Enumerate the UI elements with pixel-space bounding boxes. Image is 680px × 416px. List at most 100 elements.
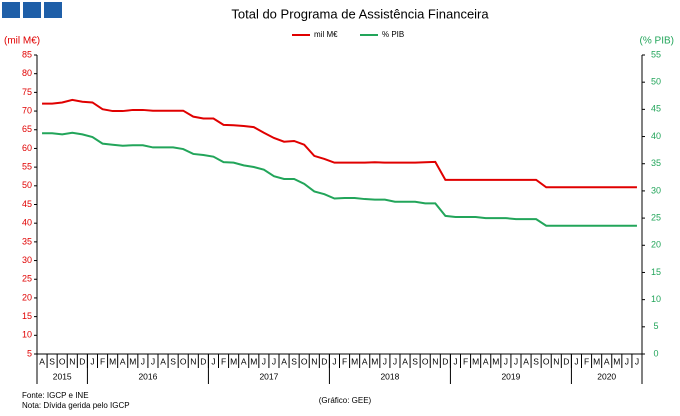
x-tick-label: J <box>453 356 457 366</box>
x-tick-label: J <box>625 356 629 366</box>
x-tick-label: J <box>151 356 155 366</box>
x-tick-label: J <box>635 356 639 366</box>
x-tick-label: N <box>553 356 559 366</box>
x-tick-label: A <box>39 356 45 366</box>
x-tick-label: F <box>342 356 347 366</box>
x-tick-label: F <box>100 356 105 366</box>
y-tick-label: 5 <box>27 348 32 358</box>
x-tick-label: J <box>574 356 578 366</box>
x-tick-label: D <box>79 356 85 366</box>
y-axis-title: (mil M€) <box>4 36 40 47</box>
y2-tick-label: 40 <box>651 131 661 141</box>
x-tick-label: N <box>311 356 317 366</box>
x-tick-label: M <box>472 356 479 366</box>
y-tick-label: 30 <box>22 255 32 265</box>
y-tick-label: 75 <box>22 87 32 97</box>
x-tick-label: M <box>230 356 237 366</box>
x-tick-label: N <box>432 356 438 366</box>
x-tick-label: J <box>383 356 387 366</box>
y-tick-label: 45 <box>22 199 32 209</box>
y-tick-label: 50 <box>22 180 32 190</box>
year-label: 2020 <box>597 371 616 381</box>
y2-tick-label: 55 <box>651 49 661 59</box>
x-tick-label: J <box>514 356 518 366</box>
x-tick-label: N <box>190 356 196 366</box>
x-tick-label: A <box>523 356 529 366</box>
y2-tick-label: 25 <box>651 212 661 222</box>
x-tick-label: J <box>332 356 336 366</box>
y2-tick-label: 35 <box>651 158 661 168</box>
note: Nota: Dívida gerida pelo IGCP <box>22 401 130 410</box>
series-line <box>42 98 637 189</box>
y-tick-label: 85 <box>22 49 32 59</box>
x-tick-label: F <box>221 356 226 366</box>
chart-title: Total do Programa de Assistência Finance… <box>231 6 489 21</box>
x-tick-label: D <box>321 356 327 366</box>
year-label: 2015 <box>53 371 72 381</box>
year-label: 2016 <box>138 371 157 381</box>
x-tick-label: A <box>402 356 408 366</box>
x-tick-label: M <box>593 356 600 366</box>
logo-square <box>23 2 41 18</box>
y2-tick-label: 30 <box>651 185 661 195</box>
y-tick-label: 70 <box>22 105 32 115</box>
credit: (Gráfico: GEE) <box>319 396 372 405</box>
x-tick-label: A <box>160 356 166 366</box>
x-tick-label: O <box>422 356 429 366</box>
x-tick-label: A <box>362 356 368 366</box>
x-tick-label: M <box>371 356 378 366</box>
x-tick-label: S <box>412 356 418 366</box>
logo-square <box>2 2 20 18</box>
x-tick-label: D <box>442 356 448 366</box>
y-tick-label: 10 <box>22 330 32 340</box>
x-tick-label: M <box>109 356 116 366</box>
y2-tick-label: 45 <box>651 104 661 114</box>
x-tick-label: J <box>90 356 94 366</box>
x-tick-label: A <box>120 356 126 366</box>
x-tick-label: A <box>604 356 610 366</box>
x-tick-label: M <box>129 356 136 366</box>
x-tick-label: J <box>141 356 145 366</box>
x-tick-label: N <box>69 356 75 366</box>
y-tick-label: 40 <box>22 218 32 228</box>
x-tick-label: D <box>563 356 569 366</box>
x-tick-label: S <box>170 356 176 366</box>
y2-tick-label: 50 <box>651 77 661 87</box>
y-tick-label: 60 <box>22 143 32 153</box>
x-tick-label: D <box>200 356 206 366</box>
y2-tick-label: 5 <box>653 321 658 331</box>
y2-tick-label: 10 <box>651 294 661 304</box>
series-line <box>42 131 637 227</box>
y-tick-label: 20 <box>22 292 32 302</box>
note: Fonte: IGCP e INE <box>22 391 89 400</box>
y2-axis-title: (% PIB) <box>640 36 674 47</box>
x-tick-label: O <box>59 356 66 366</box>
x-tick-label: J <box>272 356 276 366</box>
x-tick-label: M <box>351 356 358 366</box>
x-tick-label: A <box>281 356 287 366</box>
x-tick-label: F <box>584 356 589 366</box>
y-tick-label: 35 <box>22 236 32 246</box>
y2-tick-label: 20 <box>651 240 661 250</box>
x-tick-label: O <box>543 356 550 366</box>
year-label: 2019 <box>501 371 520 381</box>
x-tick-label: M <box>613 356 620 366</box>
x-tick-label: M <box>250 356 257 366</box>
x-tick-label: A <box>241 356 247 366</box>
x-tick-label: J <box>262 356 266 366</box>
x-tick-label: O <box>301 356 308 366</box>
x-tick-label: M <box>492 356 499 366</box>
x-tick-label: S <box>533 356 539 366</box>
legend-label: % PIB <box>382 30 404 39</box>
x-tick-label: F <box>463 356 468 366</box>
x-tick-label: S <box>291 356 297 366</box>
legend-label: mil M€ <box>314 30 338 39</box>
y-tick-label: 25 <box>22 274 32 284</box>
x-tick-label: O <box>180 356 187 366</box>
y-tick-label: 15 <box>22 311 32 321</box>
x-tick-label: J <box>211 356 215 366</box>
y-tick-label: 55 <box>22 162 32 172</box>
x-tick-label: J <box>393 356 397 366</box>
x-tick-label: S <box>49 356 55 366</box>
